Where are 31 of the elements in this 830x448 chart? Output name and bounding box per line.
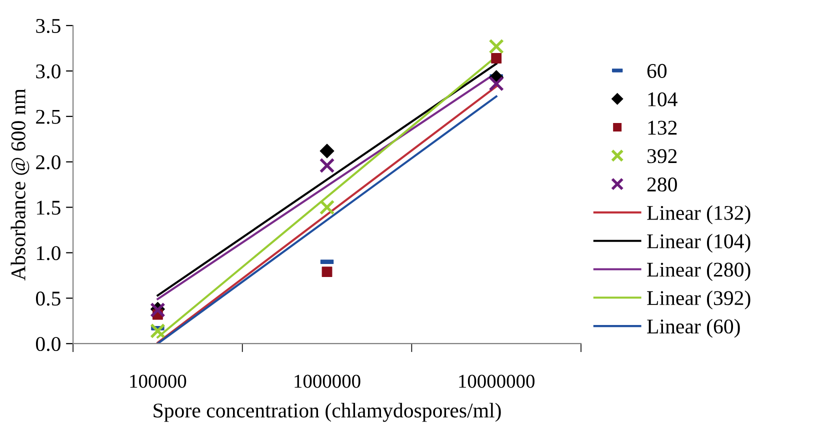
- legend-label: Linear (132): [647, 205, 750, 224]
- legend-label: Linear (280): [647, 262, 750, 281]
- y-tick-label: 3.0: [36, 64, 60, 78]
- point: [319, 200, 335, 215]
- y-axis-title: Absorbance @ 600 nm: [10, 88, 30, 280]
- legend-label: Linear (104): [647, 234, 750, 253]
- x-tick-label: 1000000: [294, 374, 360, 388]
- y-tick-label: 2.5: [36, 110, 60, 124]
- legend-label: Linear (60): [647, 318, 740, 338]
- legend-label: 104: [648, 92, 678, 106]
- x-axis-title: Spore concentration (chlamydospores/ml): [154, 402, 501, 422]
- legend-label: Linear (392): [647, 290, 750, 310]
- x-tick-label: 100000: [130, 374, 186, 388]
- y-tick-label: 0.5: [36, 292, 60, 306]
- legend-label: 392: [647, 149, 677, 164]
- y-tick-label: 1.0: [37, 246, 60, 260]
- legend-label: 280: [647, 178, 677, 192]
- point: [320, 144, 334, 158]
- legend-label: 132: [648, 120, 677, 135]
- point: [150, 323, 166, 339]
- point: [319, 158, 335, 174]
- y-tick-label: 0.0: [36, 336, 60, 352]
- y-tick-label: 3.5: [36, 18, 60, 34]
- legend-label: 60: [647, 64, 667, 78]
- point: [488, 76, 504, 92]
- point: [322, 266, 332, 278]
- y-tick-label: 2.0: [36, 155, 60, 170]
- x-tick-label: 10000000: [459, 374, 534, 388]
- point: [488, 38, 504, 54]
- point: [491, 53, 502, 64]
- y-tick-label: 1.5: [37, 200, 60, 215]
